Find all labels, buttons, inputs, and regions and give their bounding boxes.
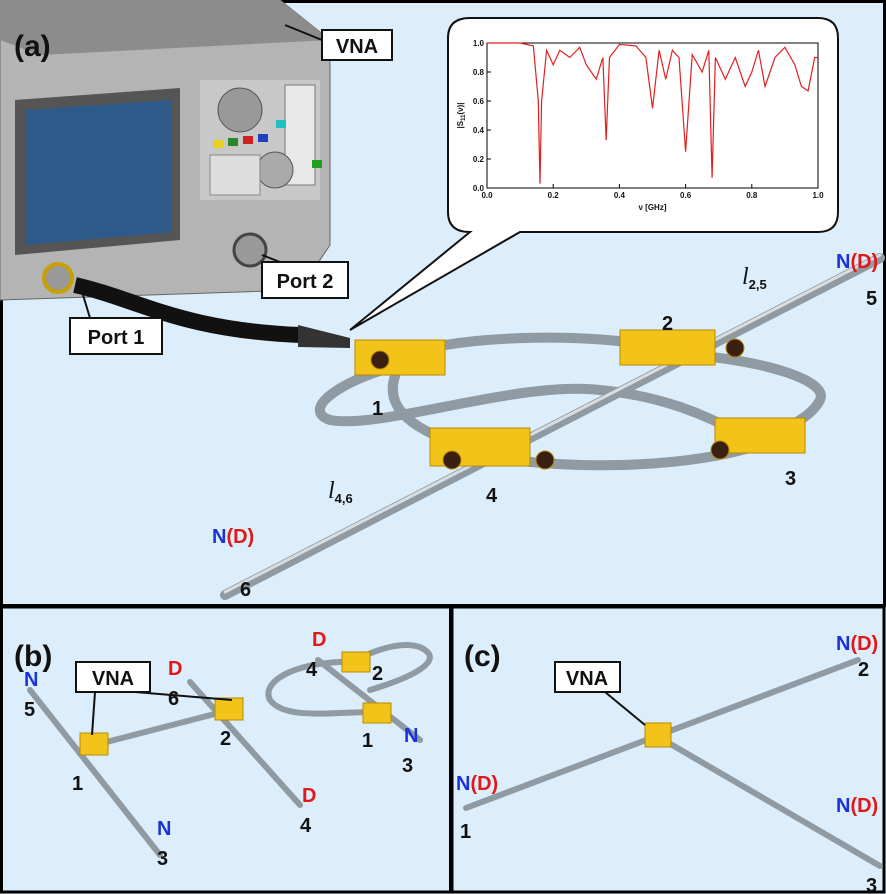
port-label: Port 1 bbox=[88, 327, 145, 349]
end-label: N bbox=[24, 669, 38, 691]
node-label: 1 bbox=[362, 730, 373, 752]
end-label: N(D) bbox=[212, 526, 254, 548]
dirichlet: (D) bbox=[470, 773, 498, 795]
node-label: 2 bbox=[372, 663, 383, 685]
y-label-end: (ν)| bbox=[456, 103, 465, 115]
node-label: 2 bbox=[220, 728, 231, 750]
port-label: Port 2 bbox=[277, 271, 334, 293]
bond-index: 4,6 bbox=[335, 491, 353, 506]
node-label: 4 bbox=[306, 659, 318, 681]
dirichlet: (D) bbox=[850, 795, 878, 817]
end-label: N(D) bbox=[836, 795, 878, 817]
figure: 0.00.20.40.60.81.00.00.20.40.60.81.0ν [G… bbox=[0, 0, 886, 894]
end-label: D bbox=[312, 629, 326, 651]
y-tick-label: 0.0 bbox=[473, 184, 485, 193]
y-tick-label: 0.6 bbox=[473, 97, 485, 106]
node-label: 4 bbox=[300, 815, 312, 837]
neumann: N bbox=[836, 795, 850, 817]
node-label: 3 bbox=[866, 875, 877, 894]
node-label: 3 bbox=[402, 755, 413, 777]
neumann: N bbox=[836, 633, 850, 655]
end-label: N(D) bbox=[836, 251, 878, 273]
x-tick-label: 0.2 bbox=[548, 191, 560, 200]
x-axis-label: ν [GHz] bbox=[639, 203, 667, 212]
dirichlet: (D) bbox=[226, 526, 254, 548]
node-label: 5 bbox=[866, 288, 877, 310]
dirichlet: (D) bbox=[850, 251, 878, 273]
neumann: N bbox=[456, 773, 470, 795]
junction bbox=[645, 723, 671, 747]
end-label: N bbox=[404, 725, 418, 747]
panel-label: (a) bbox=[14, 30, 51, 63]
end-label: D bbox=[168, 658, 182, 680]
node-label: 3 bbox=[157, 848, 168, 870]
vna-label: VNA bbox=[566, 668, 608, 690]
x-tick-label: 0.6 bbox=[680, 191, 692, 200]
dirichlet: (D) bbox=[850, 633, 878, 655]
y-tick-label: 1.0 bbox=[473, 39, 485, 48]
node-label: 3 bbox=[785, 468, 796, 490]
x-tick-label: 0.8 bbox=[746, 191, 758, 200]
end-label: N(D) bbox=[836, 633, 878, 655]
x-tick-label: 0.4 bbox=[614, 191, 626, 200]
vna-label: VNA bbox=[92, 668, 134, 690]
y-tick-label: 0.4 bbox=[473, 126, 485, 135]
node-label: 6 bbox=[240, 579, 251, 601]
node-label: 1 bbox=[372, 398, 383, 420]
node-label: 6 bbox=[168, 688, 179, 710]
neumann: N bbox=[836, 251, 850, 273]
node-label: 4 bbox=[486, 485, 498, 507]
x-tick-label: 1.0 bbox=[812, 191, 824, 200]
neumann: N bbox=[212, 526, 226, 548]
end-label: D bbox=[302, 785, 316, 807]
y-tick-label: 0.2 bbox=[473, 155, 485, 164]
node-label: 1 bbox=[72, 773, 83, 795]
node-label: 5 bbox=[24, 699, 35, 721]
end-label: N(D) bbox=[456, 773, 498, 795]
node-label: 2 bbox=[858, 659, 869, 681]
node-label: 2 bbox=[662, 313, 673, 335]
bond-index: 2,5 bbox=[749, 277, 767, 292]
vna-label: VNA bbox=[336, 36, 378, 58]
end-label: N bbox=[157, 818, 171, 840]
node-label: 1 bbox=[460, 821, 471, 843]
panel-label: (c) bbox=[464, 640, 501, 673]
y-tick-label: 0.8 bbox=[473, 68, 485, 77]
